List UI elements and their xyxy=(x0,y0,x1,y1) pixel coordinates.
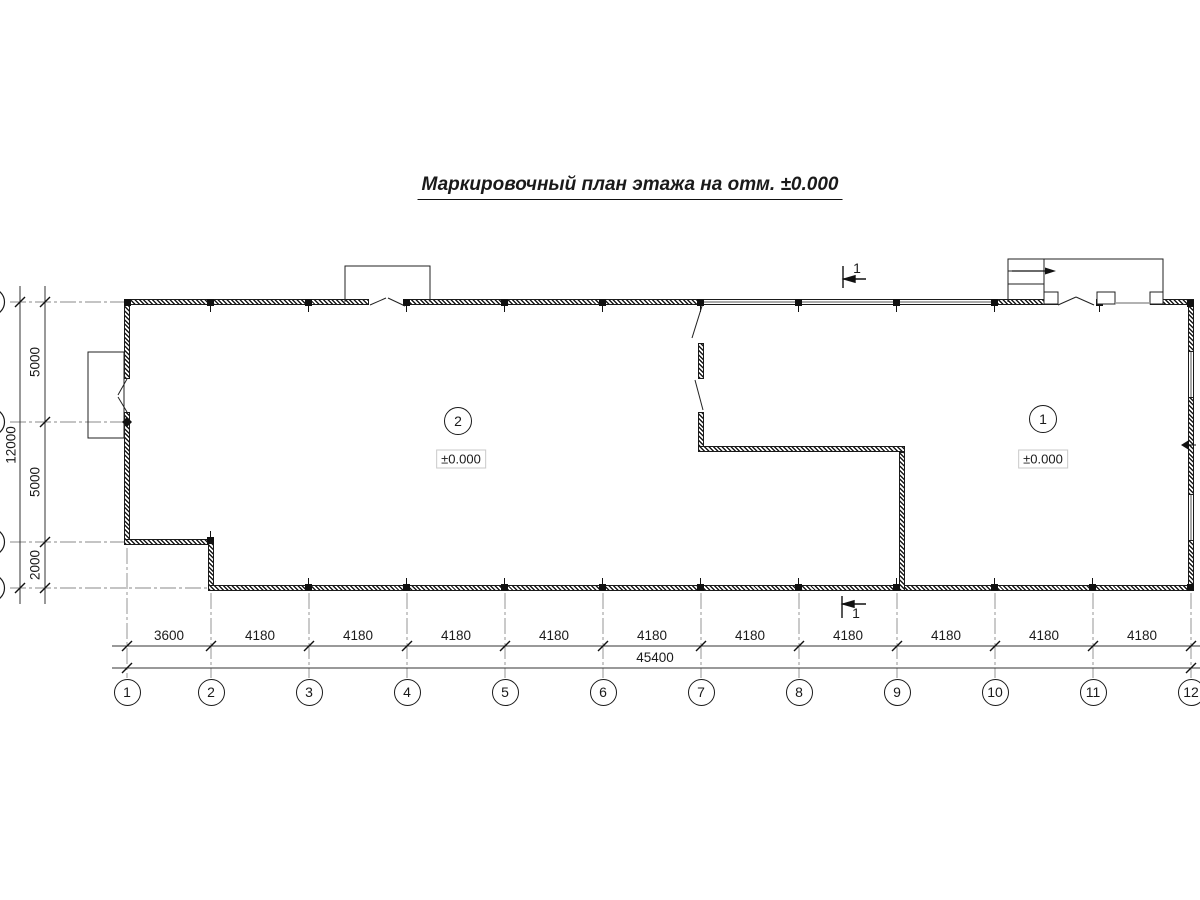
room-number-bubble: 1 xyxy=(1029,405,1057,433)
axis-bubble-5: 5 xyxy=(491,678,519,706)
column-mark xyxy=(207,299,214,312)
dim-label: 4180 xyxy=(440,628,472,643)
column-mark xyxy=(1187,300,1194,307)
left-axis-bubbles xyxy=(0,291,6,599)
dim-label: 5000 xyxy=(27,346,43,378)
axis-bubble-9: 9 xyxy=(883,678,911,706)
column-mark xyxy=(403,578,410,591)
axis-number: 5 xyxy=(501,684,509,700)
dimension-ticks xyxy=(14,296,1197,674)
elevation-mark: ±0.000 xyxy=(1018,449,1068,469)
dim-label: 2000 xyxy=(27,549,43,581)
section-label-bottom: 1 xyxy=(852,605,860,621)
axis-bubble-6: 6 xyxy=(589,678,617,706)
column-mark xyxy=(305,578,312,591)
column-mark xyxy=(599,299,606,312)
drawing-title: Маркировочный план этажа на отм. ±0.000 xyxy=(417,174,843,200)
column-mark xyxy=(599,578,606,591)
column-mark xyxy=(697,578,704,591)
axis-bubble-3: 3 xyxy=(295,678,323,706)
column-mark xyxy=(893,299,900,312)
room-number: 1 xyxy=(1039,411,1047,427)
axis-bubble-2: 2 xyxy=(197,678,225,706)
dim-label: 4180 xyxy=(342,628,374,643)
axis-number: 4 xyxy=(403,684,411,700)
room-number-bubble: 2 xyxy=(444,407,472,435)
dim-label: 4180 xyxy=(734,628,766,643)
axis-bubble-1: 1 xyxy=(113,678,141,706)
dim-label: 4180 xyxy=(538,628,570,643)
column-mark xyxy=(501,299,508,312)
wall-glazed xyxy=(1188,352,1194,397)
column-mark xyxy=(1187,584,1194,591)
dim-label: 4180 xyxy=(832,628,864,643)
axis-bubble-4: 4 xyxy=(393,678,421,706)
partition-wall xyxy=(698,343,704,379)
section-label-top: 1 xyxy=(853,260,861,276)
axis-bubble-7: 7 xyxy=(687,678,715,706)
column-mark xyxy=(1089,578,1096,591)
dim-overall-label: 45400 xyxy=(636,650,674,665)
canopy-outlines xyxy=(87,258,1164,439)
wall-glazed xyxy=(1188,495,1194,540)
axis-bubble-12: 12 xyxy=(1177,678,1200,706)
axis-bubble-8: 8 xyxy=(785,678,813,706)
column-mark xyxy=(501,578,508,591)
axis-number: 10 xyxy=(987,684,1003,700)
axis-number: 9 xyxy=(893,684,901,700)
dim-label: 5000 xyxy=(27,466,43,498)
axis-lines xyxy=(10,301,1192,678)
column-mark xyxy=(795,299,802,312)
axis-number: 11 xyxy=(1085,684,1101,700)
column-mark xyxy=(893,578,900,591)
axis-number: 12 xyxy=(1183,684,1199,700)
dim-label: 3600 xyxy=(153,628,185,643)
column-mark xyxy=(124,299,131,306)
wall-glazed xyxy=(704,299,992,305)
door-leaves xyxy=(117,296,1095,413)
dim-label: 4180 xyxy=(244,628,276,643)
dim-label: 4180 xyxy=(1126,628,1158,643)
column-mark xyxy=(795,578,802,591)
entrance-arrow xyxy=(1012,267,1056,275)
dim-overall-label: 12000 xyxy=(3,426,19,464)
room-number: 2 xyxy=(454,413,462,429)
dim-label: 4180 xyxy=(636,628,668,643)
partition-wall xyxy=(899,452,905,591)
axis-bubble-11: 11 xyxy=(1079,678,1107,706)
section-marks xyxy=(840,266,866,618)
elevation-mark: ±0.000 xyxy=(436,449,486,469)
column-mark xyxy=(305,299,312,312)
axis-bubble-10: 10 xyxy=(981,678,1009,706)
column-mark xyxy=(207,531,214,544)
dimension-lines xyxy=(19,286,1200,669)
column-mark xyxy=(991,299,998,312)
partition-wall xyxy=(698,446,905,452)
axis-number: 6 xyxy=(599,684,607,700)
axis-number: 8 xyxy=(795,684,803,700)
dim-label: 4180 xyxy=(930,628,962,643)
wall-axis-markers xyxy=(122,417,1196,450)
column-mark xyxy=(991,578,998,591)
axis-number: 7 xyxy=(697,684,705,700)
column-mark xyxy=(403,299,410,312)
axis-number: 1 xyxy=(123,684,131,700)
dim-label: 4180 xyxy=(1028,628,1060,643)
wall-segment xyxy=(1188,299,1194,352)
axis-number: 2 xyxy=(207,684,215,700)
axis-number: 3 xyxy=(305,684,313,700)
